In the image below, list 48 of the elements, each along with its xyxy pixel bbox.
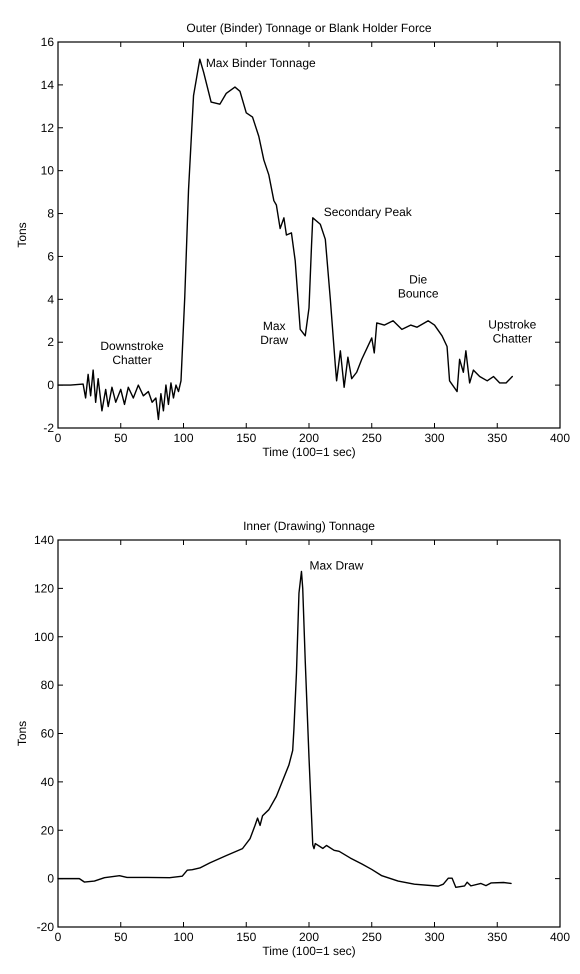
y-tick-label: 80 [40, 678, 54, 692]
annotation: Secondary Peak [324, 204, 413, 219]
x-axis-title: Time (100=1 sec) [262, 944, 356, 958]
x-tick-label: 200 [298, 431, 320, 445]
y-tick-label: 6 [47, 249, 54, 264]
x-tick-label: 250 [362, 431, 382, 445]
x-tick-label: 400 [550, 431, 570, 445]
y-axis-title: Tons [15, 222, 29, 248]
y-tick-label: 0 [47, 872, 54, 886]
x-tick-label: 200 [298, 930, 320, 944]
x-tick-label: 100 [173, 431, 194, 445]
y-tick-label: -2 [43, 421, 54, 435]
x-tick-label: 300 [424, 431, 445, 445]
y-tick-label: 40 [40, 774, 54, 789]
y-tick-label: 0 [47, 378, 54, 392]
y-tick-label: 2 [47, 335, 54, 350]
y-tick-label: 14 [40, 78, 54, 92]
chart-title: Outer (Binder) Tonnage or Blank Holder Force [186, 21, 432, 35]
y-tick-label: 120 [34, 581, 54, 596]
annotation: Max Binder Tonnage [206, 56, 316, 70]
x-tick-label: 400 [550, 930, 570, 944]
x-tick-label: 350 [487, 431, 508, 445]
x-tick-label: 50 [114, 930, 128, 944]
x-tick-label: 100 [173, 930, 194, 944]
y-tick-label: 16 [40, 35, 54, 49]
x-tick-label: 150 [236, 431, 257, 445]
x-tick-label: 350 [487, 930, 508, 944]
annotation: Upstroke Chatter [488, 318, 537, 346]
x-tick-label: 150 [236, 930, 257, 944]
y-tick-label: 100 [34, 630, 54, 644]
y-tick-label: 8 [47, 206, 54, 221]
y-tick-label: 60 [40, 726, 54, 740]
y-tick-label: -20 [36, 920, 54, 934]
annotation: Die Bounce [398, 272, 439, 300]
y-tick-label: 20 [40, 823, 54, 838]
x-tick-label: 300 [424, 930, 445, 944]
y-tick-label: 12 [40, 120, 54, 135]
annotation: Downstroke Chatter [100, 339, 164, 368]
x-axis-title: Time (100=1 sec) [262, 445, 356, 459]
annotation: Max Draw [260, 318, 289, 347]
y-axis-title: Tons [15, 720, 29, 746]
y-tick-label: 10 [40, 164, 54, 178]
x-tick-label: 250 [362, 930, 382, 944]
y-tick-label: 140 [34, 533, 54, 547]
x-tick-label: 50 [114, 431, 128, 445]
annotation: Max Draw [309, 558, 364, 572]
chart-title: Inner (Drawing) Tonnage [243, 519, 376, 533]
y-tick-label: 4 [47, 292, 54, 306]
